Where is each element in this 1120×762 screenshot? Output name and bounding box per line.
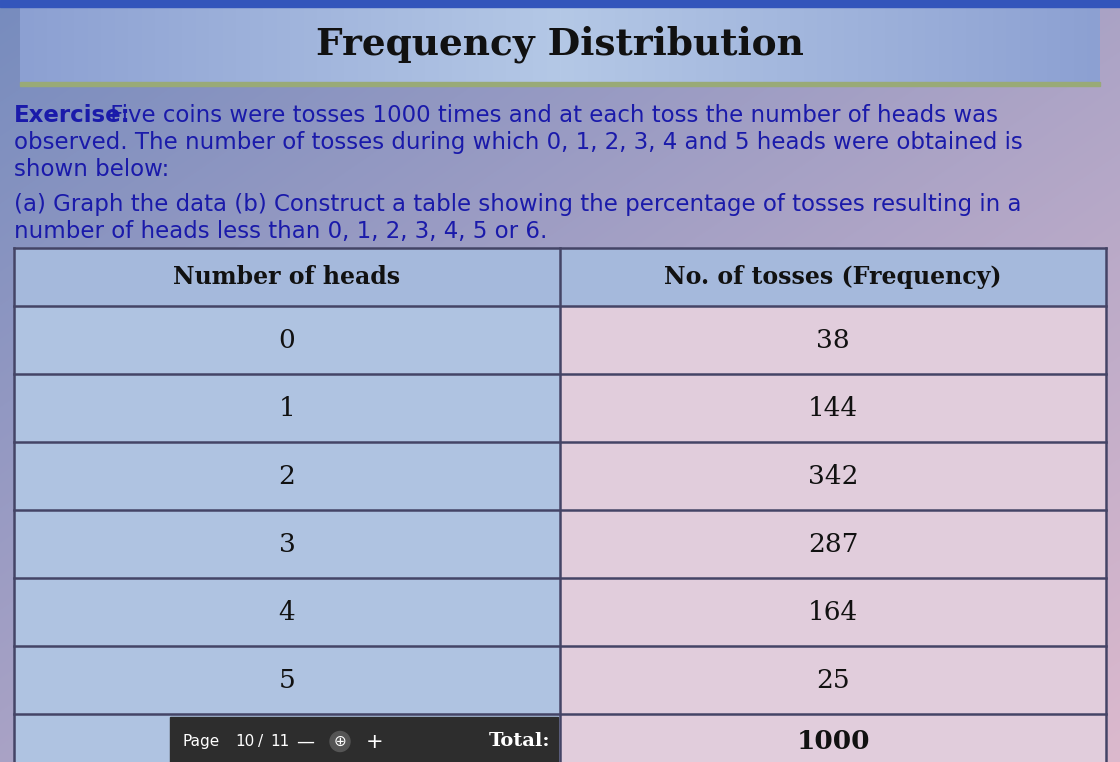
Text: +: +: [366, 732, 384, 751]
Bar: [560, 442, 1105, 510]
Bar: [170, 717, 558, 762]
Bar: [560, 510, 1105, 578]
Text: 11: 11: [270, 734, 289, 749]
Text: 25: 25: [816, 668, 850, 693]
Text: Exercise:: Exercise:: [13, 104, 131, 127]
Text: 3: 3: [279, 532, 296, 556]
Text: —: —: [296, 732, 314, 751]
Bar: [20, 82, 1100, 86]
Text: Frequency Distribution: Frequency Distribution: [316, 26, 804, 63]
Bar: [560, 714, 1105, 762]
Text: number of heads less than 0, 1, 2, 3, 4, 5 or 6.: number of heads less than 0, 1, 2, 3, 4,…: [13, 220, 548, 243]
Bar: [13, 578, 560, 646]
Circle shape: [330, 732, 349, 751]
Bar: [13, 442, 560, 510]
Bar: [560, 646, 1105, 714]
Text: 38: 38: [816, 328, 850, 353]
Bar: [13, 646, 560, 714]
Bar: [560, 578, 1105, 646]
Bar: [560, 374, 1105, 442]
Bar: [13, 374, 560, 442]
Text: 0: 0: [279, 328, 296, 353]
Bar: [0, 0, 1120, 7]
Bar: [560, 306, 1105, 374]
Bar: [13, 510, 560, 578]
Bar: [13, 306, 560, 374]
Text: 1000: 1000: [796, 729, 870, 754]
Text: Total:: Total:: [488, 732, 550, 751]
Bar: [560, 248, 1105, 306]
Text: 287: 287: [808, 532, 858, 556]
Text: 1: 1: [279, 395, 296, 421]
Text: 342: 342: [808, 463, 858, 488]
Bar: [13, 714, 560, 762]
Text: Number of heads: Number of heads: [174, 265, 401, 289]
Text: Page: Page: [181, 734, 220, 749]
Text: ⊕: ⊕: [334, 734, 346, 749]
Text: (a) Graph the data (b) Construct a table showing the percentage of tosses result: (a) Graph the data (b) Construct a table…: [13, 193, 1021, 216]
Text: shown below:: shown below:: [13, 158, 169, 181]
Text: observed. The number of tosses during which 0, 1, 2, 3, 4 and 5 heads were obtai: observed. The number of tosses during wh…: [13, 131, 1023, 154]
Text: /: /: [258, 734, 263, 749]
Text: 164: 164: [808, 600, 858, 625]
Text: 5: 5: [279, 668, 296, 693]
Text: Five coins were tosses 1000 times and at each toss the number of heads was: Five coins were tosses 1000 times and at…: [103, 104, 998, 127]
Text: No. of tosses (Frequency): No. of tosses (Frequency): [664, 265, 1001, 289]
Bar: [13, 248, 560, 306]
Text: 4: 4: [279, 600, 296, 625]
Text: 2: 2: [279, 463, 296, 488]
Text: 144: 144: [808, 395, 858, 421]
Text: 10: 10: [235, 734, 254, 749]
